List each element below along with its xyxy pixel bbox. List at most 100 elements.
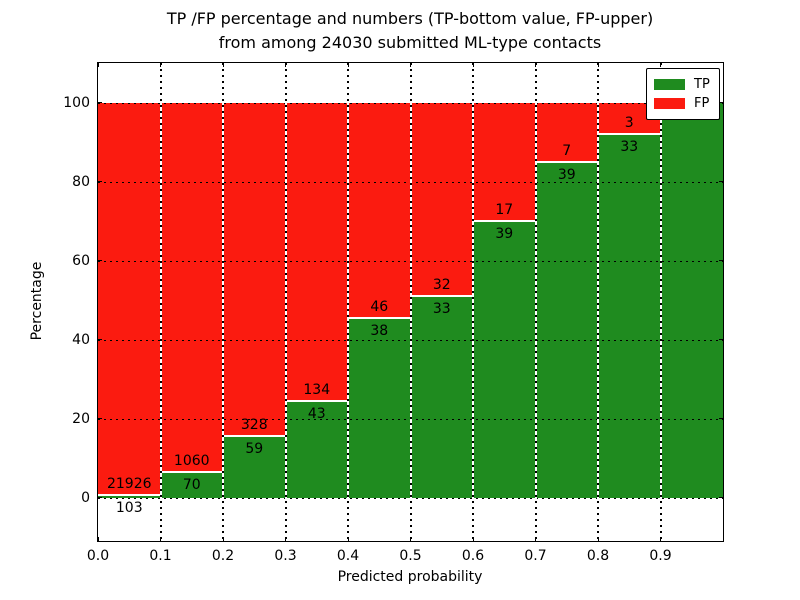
tp-count-label: 39: [495, 226, 514, 243]
legend-entry: TP: [654, 76, 710, 93]
x-tick-label: 0.9: [649, 548, 672, 564]
x-tick-top: [410, 63, 411, 67]
x-tick-label: 0.7: [524, 548, 547, 564]
chart-title-line1: TP /FP percentage and numbers (TP-bottom…: [166, 9, 654, 28]
y-tick-left: [98, 102, 102, 103]
bar-tp-segment: [410, 296, 473, 498]
bar-fp-segment: [410, 102, 473, 297]
y-tick-right: [719, 181, 723, 182]
x-tick-top: [285, 63, 286, 67]
bar-fp-segment: [473, 102, 536, 223]
vertical-gridline: [347, 63, 349, 541]
bar-boundary-line: [410, 294, 473, 297]
plot-area: TP FP 21926 103 1060 70 328 59 134 43 46 38 32 33 17 3…: [97, 62, 724, 542]
x-tick-top: [535, 63, 536, 67]
chart-title: TP /FP percentage and numbers (TP-bottom…: [97, 7, 723, 55]
y-tick-label: 40: [72, 331, 90, 348]
bar-tp-segment: [473, 222, 536, 498]
x-tick-label: 0.1: [149, 548, 172, 564]
legend-color-patch: [654, 98, 685, 109]
x-tick-bottom: [472, 537, 474, 541]
y-tick-left: [98, 418, 102, 420]
bar-boundary-line: [348, 316, 411, 319]
bar-boundary-line: [223, 435, 286, 438]
x-tick-bottom: [597, 537, 599, 541]
x-tick-bottom: [160, 537, 161, 541]
vertical-gridline: [284, 63, 287, 541]
tp-count-label: 103: [115, 499, 143, 516]
x-tick-top: [347, 63, 349, 67]
fp-count-label: 32: [432, 276, 451, 293]
x-tick-bottom: [222, 537, 224, 541]
bar-boundary-line: [160, 471, 223, 474]
bar-tp-segment: [598, 135, 661, 498]
y-tick-label: 0: [81, 489, 90, 506]
x-tick-top: [660, 63, 661, 67]
bar-fp-segment: [285, 102, 348, 402]
bar-fp-segment: [223, 102, 286, 438]
bar-fp-segment: [348, 102, 411, 319]
tp-count-label: 43: [307, 405, 326, 422]
x-tick-bottom: [535, 537, 536, 541]
y-tick-left: [98, 260, 102, 262]
x-tick-bottom: [347, 537, 349, 541]
vertical-gridline: [472, 63, 474, 541]
y-axis-label: Percentage: [29, 261, 45, 341]
y-tick-right: [719, 418, 723, 420]
tp-count-label: 39: [557, 166, 576, 183]
vertical-gridline: [409, 63, 412, 541]
bar-fp-segment: [160, 102, 223, 474]
bar-fp-segment: [535, 102, 598, 163]
x-tick-label: 0.6: [461, 548, 485, 564]
fp-count-label: 46: [370, 298, 389, 315]
y-tick-right: [719, 260, 723, 262]
chart-title-line2: from among 24030 submitted ML-type conta…: [218, 33, 602, 52]
legend: TP FP: [646, 68, 720, 120]
x-tick-label: 0.4: [336, 548, 360, 564]
x-tick-bottom: [97, 537, 99, 541]
x-axis-label: Predicted probability: [337, 569, 483, 585]
vertical-gridline: [534, 63, 537, 541]
tp-count-label: 70: [182, 477, 201, 494]
x-tick-bottom: [660, 537, 661, 541]
x-tick-label: 0.3: [274, 548, 297, 564]
tp-count-label: 38: [370, 322, 389, 339]
bar-boundary-line: [535, 160, 598, 163]
bar-tp-segment: [535, 162, 598, 498]
y-tick-right: [719, 497, 723, 499]
x-tick-top: [160, 63, 161, 67]
x-tick-bottom: [285, 537, 286, 541]
legend-entry-label: TP: [694, 77, 710, 92]
y-tick-label: 100: [63, 94, 90, 111]
fp-count-label: 7: [562, 142, 572, 159]
vertical-gridline: [597, 63, 599, 541]
fp-count-label: 1060: [173, 453, 210, 470]
y-tick-left: [98, 181, 102, 182]
bar-tp-segment: [160, 473, 223, 498]
legend-color-patch: [654, 79, 685, 90]
y-tick-label: 80: [72, 173, 90, 190]
bar-tp-segment: [348, 318, 411, 498]
fp-count-label: 134: [303, 381, 331, 398]
x-tick-top: [597, 63, 599, 67]
vertical-gridline: [222, 63, 224, 541]
bar-tp-segment: [223, 437, 286, 498]
y-tick-left: [98, 339, 102, 341]
fp-count-label: 328: [240, 417, 268, 434]
bar-boundary-line: [98, 493, 161, 496]
bar-fp-segment: [98, 102, 161, 496]
bar-boundary-line: [285, 399, 348, 402]
vertical-gridline: [159, 63, 162, 541]
bar-boundary-line: [598, 133, 661, 136]
bar-tp-segment: [285, 401, 348, 498]
legend-entry: FP: [654, 95, 710, 112]
x-tick-label: 0.2: [211, 548, 235, 564]
fp-count-label: 3: [624, 115, 634, 132]
x-tick-bottom: [410, 537, 411, 541]
tp-count-label: 59: [245, 441, 264, 458]
bar-tp-segment: [98, 495, 161, 498]
vertical-gridline: [659, 63, 662, 541]
x-tick-top: [472, 63, 474, 67]
fp-count-label: 17: [495, 202, 514, 219]
